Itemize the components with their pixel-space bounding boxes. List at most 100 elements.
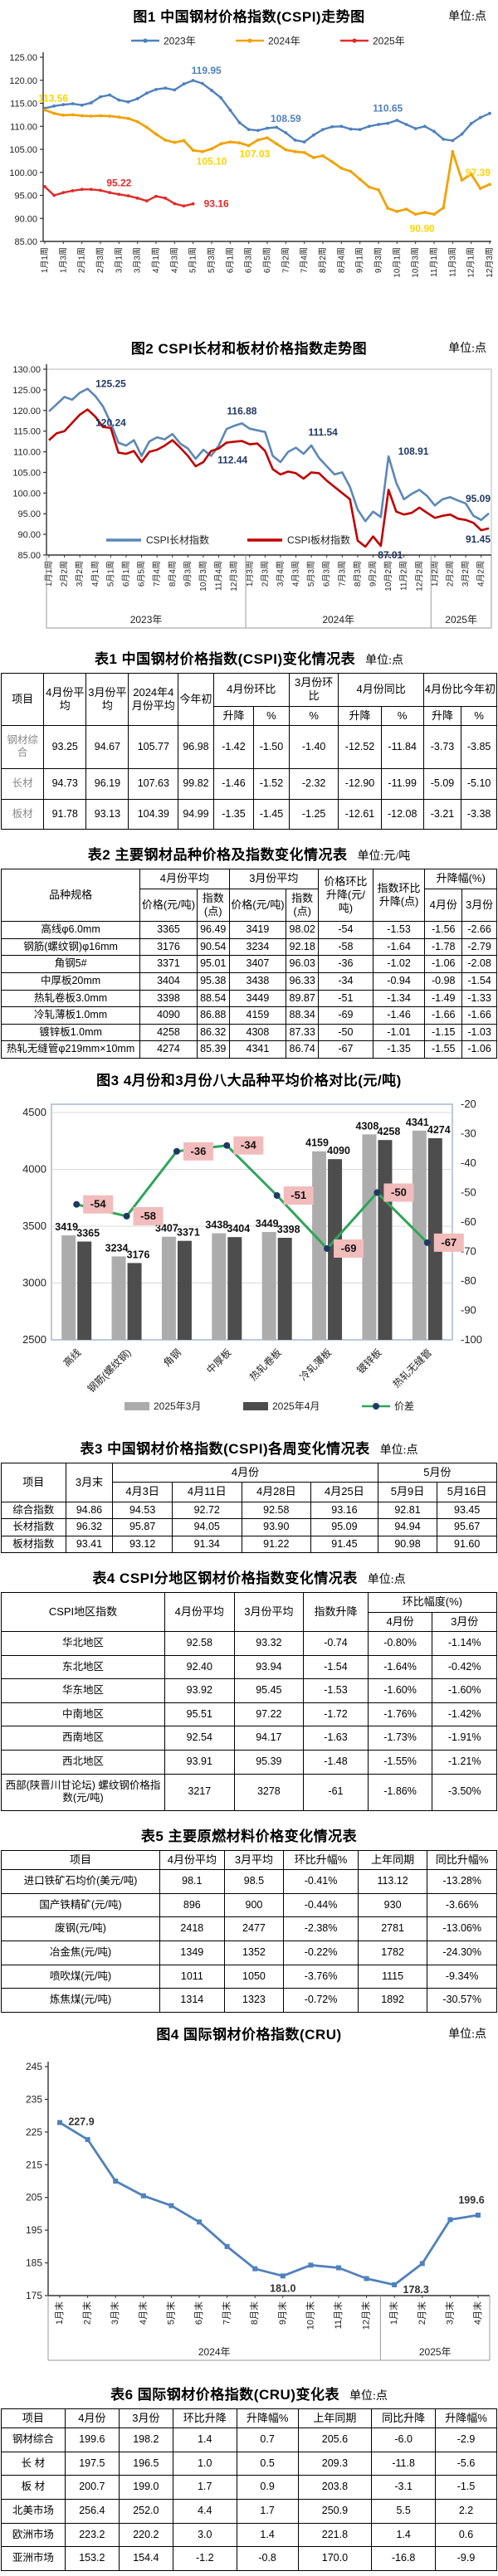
table6-title: 表6 国际钢材价格指数(CRU)变化表	[110, 2386, 339, 2403]
cell: -0.72%	[283, 1988, 359, 2013]
table-row: 冷轧薄板1.0mm 4090 86.88 4159 88.34 -69 -1.46 -1.66…	[0, 1006, 497, 1025]
col-item: 项目	[1, 1463, 66, 1502]
sub-d1: 4月3日	[112, 1482, 173, 1502]
cell: -3.38	[461, 798, 497, 830]
x-tick-label: 1月3周	[58, 247, 68, 273]
cell: 203.8	[297, 2475, 373, 2500]
cell: -50	[318, 1023, 374, 1042]
cell: 93.94	[233, 1654, 305, 1680]
cell: 93.12	[112, 1535, 173, 1554]
cell: 93.45	[437, 1501, 497, 1520]
cell: 105.77	[128, 724, 179, 770]
cell: 90.54	[196, 937, 230, 957]
cell: -0.80%	[367, 1630, 433, 1656]
cell: -1.55	[424, 1040, 463, 1059]
cell: -1.35	[372, 1040, 426, 1059]
row-label: 长 材	[1, 2451, 66, 2476]
sub-updown: 升降	[422, 705, 462, 726]
cell: 113.12	[357, 1869, 428, 1894]
cell: -13.28%	[427, 1869, 497, 1894]
data-label: 120.24	[95, 417, 126, 429]
x-tick-label: 2月3周	[260, 561, 270, 587]
table-row: 亚洲市场 153.2 154.4 -1.2 -0.8 170.0 -16.8 -9.9	[1, 2546, 497, 2571]
x-tick-label: 6月末	[193, 2301, 204, 2325]
svg-text:4500: 4500	[22, 1106, 46, 1118]
sub-pct: %	[380, 705, 424, 726]
svg-text:100.00: 100.00	[9, 168, 37, 178]
cell: 930	[357, 1892, 428, 1918]
fig3-title: 图3 4月份和3月份八大品种平均价格对比(元/吨)	[96, 1073, 402, 1088]
cell: -1.63	[303, 1726, 369, 1751]
svg-text:-70: -70	[461, 1245, 476, 1258]
row-label: 热轧卷板3.0mm	[0, 989, 141, 1008]
cell: 91.45	[310, 1535, 378, 1554]
cell: 92.58	[241, 1501, 312, 1520]
table1-title: 表1 中国钢材价格指数(CSPI)变化情况表	[94, 651, 356, 667]
series-line-1	[48, 408, 490, 548]
cell: 170.0	[297, 2546, 373, 2571]
x-tick-label: 热轧无缝管	[390, 1346, 434, 1390]
fig2-unit: 单位:点	[448, 343, 486, 355]
col-vs-ytd: 4月份比今年初	[422, 673, 498, 707]
sub-d6: 5月16日	[437, 1482, 497, 1502]
table-subheader-row: 升降 % % 升降 % 升降 %	[2, 705, 497, 726]
legend-label: 2023年	[164, 36, 196, 47]
bar-label: 3371	[177, 1227, 200, 1239]
cell: -9.34%	[427, 1964, 497, 1989]
x-tick-label: 11月末	[332, 2301, 344, 2329]
table-row: 板材 91.78 93.13 104.39 94.99 -1.35 -1.45 -1.25 -1…	[0, 798, 497, 830]
bar-april	[127, 1263, 142, 1340]
cell: 2418	[159, 1916, 225, 1941]
row-label: 国产铁精矿(元/吨)	[0, 1892, 161, 1918]
cell: -1.02	[372, 955, 426, 973]
table-row: 热轧无缝管φ219mm×10mm 4274 85.39 4341 86.74 -67 -1.…	[0, 1040, 497, 1059]
bar-label: 4308	[356, 1120, 379, 1132]
cell: -1.60%	[367, 1678, 433, 1703]
row-label: 板材指数	[1, 1535, 66, 1554]
svg-text:3000: 3000	[22, 1277, 46, 1289]
x-tick-label: 8月末	[248, 2301, 260, 2325]
col-yoy-pct: 升降幅%	[435, 2408, 497, 2429]
cell: 3217	[164, 1773, 235, 1811]
cell: 3365	[139, 921, 198, 939]
svg-text:-100: -100	[461, 1333, 482, 1346]
diff-label: -36	[191, 1145, 207, 1157]
cell: -51	[318, 989, 374, 1008]
cell: -1.03	[461, 1023, 497, 1042]
cell: -0.44%	[283, 1892, 359, 1918]
cell: 0.5	[236, 2451, 299, 2476]
cell: 94.05	[171, 1518, 242, 1536]
svg-text:245: 245	[26, 2061, 42, 2072]
svg-text:110.00: 110.00	[13, 448, 41, 458]
cell: 3234	[228, 937, 287, 957]
table-row: 综合指数 94.86 94.53 92.72 92.58 93.16 92.81 93.45	[1, 1501, 497, 1520]
sub-apr: 4月份	[367, 1611, 433, 1632]
row-label: 西部(陕晋川甘论坛) 螺纹钢价格指数(元/吨)	[1, 1773, 165, 1811]
sub-d4: 4月25日	[310, 1482, 378, 1502]
col-spec: 品种规格	[0, 869, 141, 922]
table-row: 热轧卷板3.0mm 3398 88.54 3449 89.87 -51 -1.34 -1.49…	[0, 989, 497, 1008]
cell: -1.14%	[432, 1630, 497, 1656]
table6-title-row: 表6 国际钢材价格指数(CRU)变化表 单位:点	[0, 2374, 498, 2407]
x-tick-label: 8月4周	[168, 561, 178, 587]
table4-unit: 单位:点	[367, 1574, 406, 1587]
year-group-label: 2025年	[419, 2346, 452, 2358]
x-tick-label: 2月末	[416, 2301, 427, 2325]
x-tick-label: 3月2周	[75, 561, 85, 587]
table-row: 西南地区 92.54 94.17 -1.63 -1.73% -1.91%	[1, 1726, 497, 1751]
data-label: 91.45	[466, 533, 491, 545]
data-label: 97.39	[466, 167, 491, 178]
x-tick-label: 6月1周	[225, 247, 235, 273]
table-row: 废钢(元/吨) 2418 2477 -2.38% 2781 -13.06%	[0, 1916, 497, 1941]
svg-text:175: 175	[26, 2290, 42, 2301]
cell: -1.06	[424, 955, 463, 973]
cell: -1.42	[212, 724, 255, 770]
table3-weekly-cspi: 项目 3月末 4月份 5月份 4月3日 4月11日 4月28日 4月25日 5月…	[1, 1462, 498, 1554]
diff-label: -69	[341, 1242, 357, 1254]
cell: 98.02	[286, 921, 320, 939]
svg-text:115.00: 115.00	[10, 100, 37, 110]
svg-text:100.00: 100.00	[12, 489, 41, 499]
svg-text:105.00: 105.00	[12, 468, 41, 478]
cell: -1.76%	[367, 1702, 433, 1727]
x-tick-label: 3月3周	[133, 247, 143, 273]
